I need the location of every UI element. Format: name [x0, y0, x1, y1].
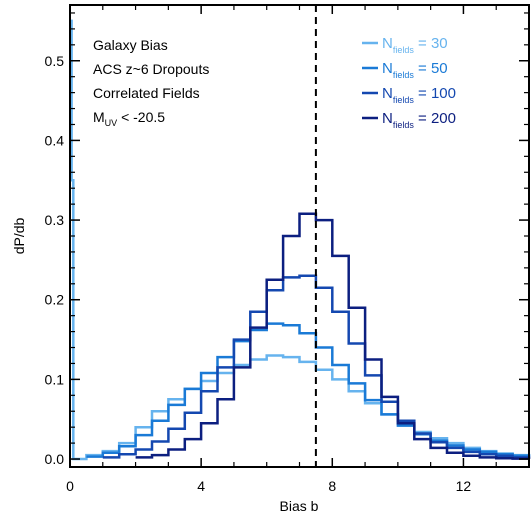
annotation-m-rest: < -20.5 [117, 109, 165, 125]
legend-label-3: Nfields = 100 [382, 85, 456, 105]
legend-subscript: fields [393, 70, 415, 80]
y-tick-label: 0.1 [45, 371, 65, 387]
axis-ticks [69, 5, 529, 467]
axis-tick-labels: 0 4 8 12 0.0 0.1 0.2 0.3 0.4 0.5 [45, 53, 472, 494]
y-tick-label: 0.2 [45, 292, 65, 308]
annotation-block: Galaxy Bias ACS z~6 Dropouts Correlated … [93, 37, 209, 128]
annotation-m-subscript: UV [105, 118, 118, 128]
legend-value: = 100 [414, 85, 456, 102]
legend-label-1: Nfields = 30 [382, 35, 448, 55]
legend-n-symbol: N [382, 110, 393, 127]
legend-subscript: fields [393, 95, 415, 105]
x-tick-label: 12 [456, 478, 472, 494]
x-axis-title: Bias b [280, 498, 319, 514]
x-tick-label: 4 [197, 478, 205, 494]
series-line-4 [135, 212, 531, 460]
legend-label-2: Nfields = 50 [382, 60, 448, 80]
legend-n-symbol: N [382, 60, 393, 77]
y-axis-title: dP/db [11, 217, 27, 254]
x-tick-label: 0 [66, 478, 74, 494]
legend-n-symbol: N [382, 35, 393, 52]
annotation-line-4: MUV < -20.5 [93, 109, 165, 128]
legend-value: = 50 [414, 60, 448, 77]
y-tick-label: 0.5 [45, 53, 65, 69]
legend-n-symbol: N [382, 85, 393, 102]
y-tick-label: 0.4 [45, 132, 65, 148]
x-tick-label: 8 [328, 478, 336, 494]
y-tick-label: 0.3 [45, 212, 65, 228]
annotation-line-2: ACS z~6 Dropouts [93, 61, 209, 77]
annotation-line-1: Galaxy Bias [93, 37, 168, 53]
y-tick-label: 0.0 [45, 451, 65, 467]
series-line-2 [86, 322, 531, 458]
annotation-line-3: Correlated Fields [93, 85, 200, 101]
legend-label-4: Nfields = 200 [382, 110, 456, 130]
legend-subscript: fields [393, 45, 415, 55]
annotation-m-symbol: M [93, 109, 105, 125]
legend-value: = 30 [414, 35, 448, 52]
legend-value: = 200 [414, 110, 456, 127]
legend-subscript: fields [393, 120, 415, 130]
